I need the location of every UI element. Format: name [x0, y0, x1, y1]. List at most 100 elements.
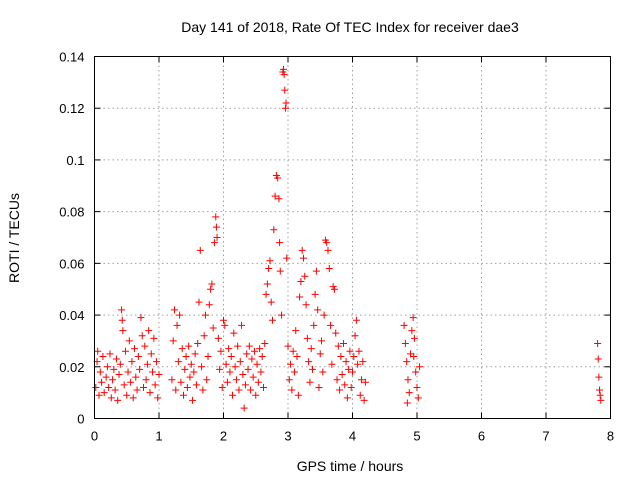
- data-point: [132, 373, 140, 381]
- data-point: [249, 373, 257, 381]
- data-point: [195, 298, 203, 306]
- y-axis-label: ROTI / TECUs: [6, 193, 22, 283]
- data-point: [229, 391, 237, 399]
- data-point: [333, 376, 341, 384]
- data-point: [138, 332, 146, 340]
- data-point: [221, 321, 229, 329]
- data-point: [232, 376, 240, 384]
- data-point: [213, 234, 221, 241]
- data-point: [275, 195, 283, 203]
- data-point: [210, 239, 218, 247]
- data-point: [355, 347, 363, 355]
- data-point: [293, 352, 301, 360]
- data-point: [146, 389, 154, 397]
- data-point: [204, 352, 212, 360]
- y-tick-label: 0.12: [59, 101, 84, 116]
- data-point: [299, 254, 307, 262]
- data-point: [276, 267, 284, 275]
- data-point: [358, 376, 366, 384]
- data-point: [320, 311, 328, 319]
- data-point: [110, 365, 118, 373]
- data-point: [189, 396, 197, 404]
- y-tick-label: 0: [77, 412, 84, 427]
- data-point: [212, 223, 220, 231]
- data-point: [99, 352, 107, 360]
- data-point: [154, 394, 162, 402]
- data-point: [596, 391, 604, 399]
- data-point: [127, 378, 135, 386]
- data-point: [298, 246, 306, 254]
- data-point: [182, 352, 190, 360]
- data-point: [102, 373, 110, 381]
- data-point: [225, 345, 233, 353]
- data-point: [594, 340, 602, 348]
- data-point: [223, 378, 231, 386]
- data-point: [263, 280, 271, 288]
- data-point: [266, 257, 274, 265]
- data-point: [230, 329, 238, 337]
- data-point: [318, 337, 326, 345]
- data-point: [178, 345, 186, 353]
- data-point: [119, 327, 127, 335]
- chart-title: Day 141 of 2018, Rate Of TEC Index for r…: [181, 19, 519, 35]
- data-point: [222, 360, 230, 368]
- data-point: [323, 239, 331, 247]
- data-point: [238, 321, 246, 329]
- data-point: [285, 376, 293, 384]
- data-point: [199, 386, 207, 394]
- data-point: [243, 350, 251, 358]
- x-tick-label: 8: [607, 429, 614, 444]
- data-point: [310, 321, 318, 329]
- data-point: [149, 368, 157, 376]
- data-point: [350, 352, 358, 360]
- data-point: [130, 345, 138, 353]
- data-point: [278, 311, 286, 319]
- data-point: [208, 280, 216, 288]
- data-point: [150, 334, 158, 342]
- data-point: [339, 340, 347, 348]
- data-point: [170, 306, 178, 314]
- y-tick-label: 0.02: [59, 360, 84, 375]
- data-point: [121, 347, 129, 355]
- data-point: [259, 383, 267, 391]
- data-point: [181, 365, 189, 373]
- data-point: [220, 316, 227, 324]
- data-point: [257, 368, 265, 376]
- data-point: [338, 371, 346, 379]
- data-point: [105, 383, 113, 391]
- data-point: [227, 352, 235, 360]
- data-point: [336, 386, 344, 394]
- data-point: [200, 332, 208, 340]
- data-point: [94, 347, 102, 355]
- data-point: [330, 285, 338, 293]
- data-point: [174, 358, 182, 366]
- data-point: [404, 376, 412, 384]
- data-point: [198, 363, 206, 371]
- data-point: [212, 213, 220, 221]
- data-point: [169, 337, 177, 345]
- data-point: [301, 272, 309, 280]
- data-point: [111, 386, 119, 394]
- data-point: [354, 360, 362, 368]
- data-point: [595, 373, 603, 381]
- data-point: [400, 321, 408, 329]
- data-point: [152, 358, 160, 366]
- x-tick-label: 3: [284, 429, 291, 444]
- data-point: [124, 368, 132, 376]
- data-point: [596, 386, 604, 394]
- data-point: [342, 358, 350, 366]
- data-point: [115, 371, 123, 379]
- data-point: [315, 383, 323, 391]
- data-point: [274, 174, 282, 182]
- data-point: [281, 104, 289, 112]
- data-point: [250, 347, 258, 355]
- y-tick-label: 0.08: [59, 205, 84, 220]
- data-point: [114, 396, 122, 404]
- data-point: [140, 383, 148, 391]
- x-tick-label: 5: [413, 429, 420, 444]
- data-point: [96, 368, 104, 376]
- data-point: [416, 363, 424, 371]
- data-point: [324, 246, 332, 254]
- data-point: [118, 316, 126, 324]
- grid-lines: [94, 56, 611, 419]
